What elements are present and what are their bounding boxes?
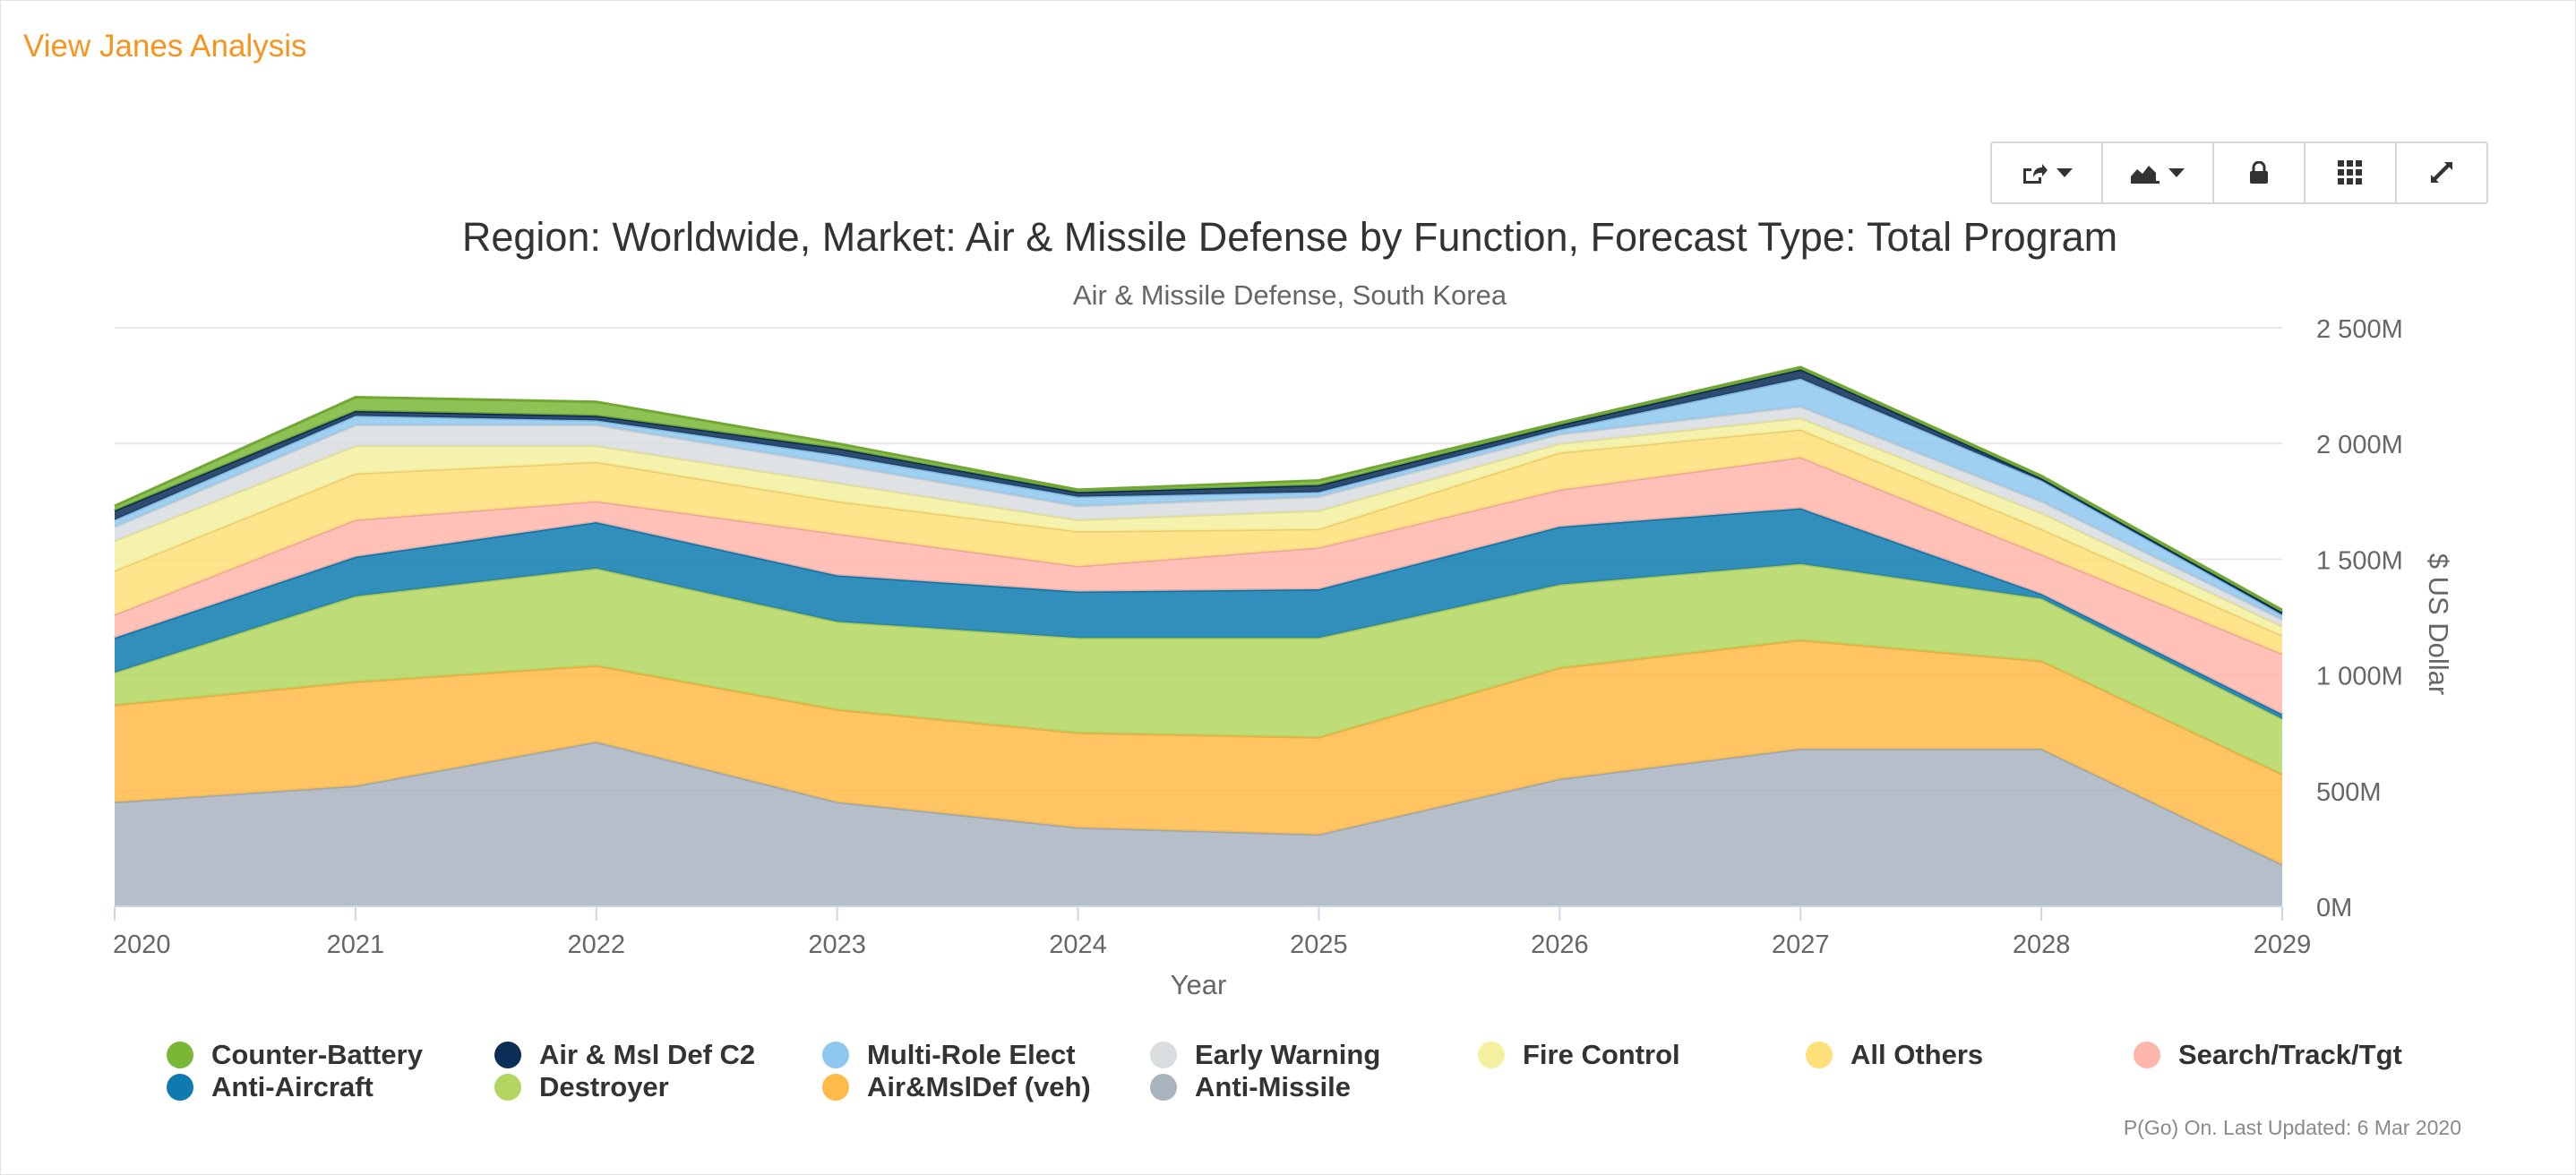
area-multi-role-elect <box>115 378 2282 620</box>
stacked-area-chart: Region: Worldwide, Market: Air & Missile… <box>113 214 2454 1000</box>
legend-item-early-warning[interactable]: Early Warning <box>1150 1039 1478 1071</box>
x-tick-label: 2023 <box>808 931 866 959</box>
area-series <box>114 365 2283 906</box>
y-tick-label: 2 000M <box>2316 431 2403 459</box>
legend-label: Fire Control <box>1523 1039 1680 1070</box>
legend-label: Destroyer <box>539 1071 669 1102</box>
area-air-msldef-veh- <box>115 639 2282 865</box>
legend-item-air-msldef-veh-[interactable]: Air&MslDef (veh) <box>822 1071 1150 1103</box>
legend-swatch <box>167 1074 193 1101</box>
legend-label: Air & Msl Def C2 <box>539 1039 756 1070</box>
legend-swatch <box>1150 1074 1177 1101</box>
legend-item-anti-aircraft[interactable]: Anti-Aircraft <box>167 1071 494 1103</box>
legend-swatch <box>1478 1042 1505 1068</box>
x-tick-label: 2021 <box>327 931 385 959</box>
x-tick-label: 2027 <box>1772 931 1830 959</box>
x-tick-label: 2026 <box>1531 931 1589 959</box>
legend-swatch <box>167 1042 193 1068</box>
y-tick-label: 0M <box>2316 894 2352 922</box>
legend-label: Counter-Battery <box>211 1039 423 1070</box>
legend-label: Air&MslDef (veh) <box>867 1071 1091 1102</box>
legend-item-multi-role-elect[interactable]: Multi-Role Elect <box>822 1039 1150 1071</box>
chevron-down-icon <box>2168 168 2185 177</box>
legend-row: Anti-Aircraft Destroyer Air&MslDef (veh) An… <box>167 1071 2495 1103</box>
area-anti-missile <box>115 742 2282 906</box>
expand-button[interactable] <box>2397 143 2486 202</box>
chevron-down-icon <box>2057 168 2073 177</box>
view-janes-analysis-link[interactable]: View Janes Analysis <box>23 29 307 64</box>
legend-item-search-track-tgt[interactable]: Search/Track/Tgt <box>2134 1039 2461 1071</box>
legend-swatch <box>822 1042 849 1068</box>
series-line <box>114 365 2283 612</box>
y-axis-title: $ US Dollar <box>2423 553 2454 696</box>
legend-swatch <box>2134 1042 2160 1068</box>
area-all-others <box>115 429 2282 655</box>
share-icon <box>2023 164 2048 184</box>
share-button[interactable] <box>1992 143 2103 202</box>
legend-item-anti-missile[interactable]: Anti-Missile <box>1150 1071 1478 1103</box>
legend-swatch <box>822 1074 849 1101</box>
x-tick-label: 2022 <box>568 931 626 959</box>
legend-label: Anti-Aircraft <box>211 1071 374 1102</box>
x-tick-label: 2025 <box>1290 931 1348 959</box>
legend-item-all-others[interactable]: All Others <box>1806 1039 2134 1071</box>
axes: 0M 500M 1 000M 1 500M 2 000M 2 500M 2020 2021 20… <box>113 315 2403 959</box>
chart-legend: Counter-Battery Air & Msl Def C2 Multi-Rol… <box>167 1039 2495 1103</box>
chart-toolbar <box>1990 142 2488 204</box>
y-tick-label: 500M <box>2316 778 2382 807</box>
x-tick-label: 2029 <box>2254 931 2312 959</box>
legend-label: Multi-Role Elect <box>867 1039 1076 1070</box>
chart-title: Region: Worldwide, Market: Air & Missile… <box>462 214 2117 260</box>
x-tick-label: 2028 <box>2013 931 2071 959</box>
grid-button[interactable] <box>2306 143 2397 202</box>
legend-item-air-msl-def-c2[interactable]: Air & Msl Def C2 <box>494 1039 822 1071</box>
lock-icon <box>2250 161 2268 184</box>
legend-swatch <box>1806 1042 1833 1068</box>
chart-subtitle: Air & Missile Defense, South Korea <box>1073 279 1507 311</box>
area-air-msl-def-c2 <box>115 369 2282 615</box>
legend-swatch <box>494 1042 521 1068</box>
legend-label: All Others <box>1850 1039 1984 1070</box>
legend-label: Early Warning <box>1195 1039 1381 1070</box>
legend-item-counter-battery[interactable]: Counter-Battery <box>167 1039 494 1071</box>
chart-type-icon <box>2131 166 2160 184</box>
area-fire-control <box>115 417 2282 636</box>
y-tick-label: 2 500M <box>2316 315 2403 344</box>
legend-item-fire-control[interactable]: Fire Control <box>1478 1039 1806 1071</box>
legend-swatch <box>494 1074 521 1101</box>
last-updated-note: P(Go) On. Last Updated: 6 Mar 2020 <box>2123 1116 2461 1139</box>
x-tick-label: 2024 <box>1049 931 1107 959</box>
y-tick-label: 1 500M <box>2316 546 2403 575</box>
chart-type-button[interactable] <box>2103 143 2214 202</box>
legend-label: Anti-Missile <box>1195 1071 1351 1102</box>
x-tick-label: 2020 <box>113 931 171 959</box>
legend-item-destroyer[interactable]: Destroyer <box>494 1071 822 1103</box>
area-search-track-tgt <box>115 457 2282 715</box>
legend-swatch <box>1150 1042 1177 1068</box>
expand-icon <box>2431 162 2452 183</box>
grid-icon <box>2338 160 2362 184</box>
area-destroyer <box>115 563 2282 775</box>
x-axis-title: Year <box>1171 969 1227 1000</box>
legend-row: Counter-Battery Air & Msl Def C2 Multi-Rol… <box>167 1039 2495 1071</box>
legend-label: Search/Track/Tgt <box>2178 1039 2402 1070</box>
area-anti-aircraft <box>115 508 2282 719</box>
lock-button[interactable] <box>2214 143 2306 202</box>
y-tick-label: 1 000M <box>2316 663 2403 691</box>
